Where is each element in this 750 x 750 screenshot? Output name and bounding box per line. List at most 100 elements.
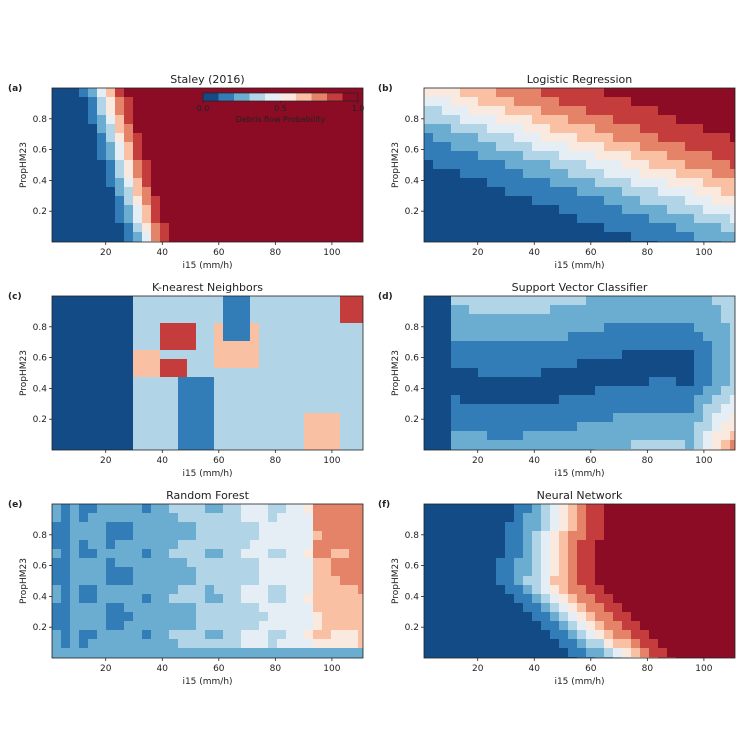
heatmap-cell [505,223,515,233]
heatmap-cell [358,97,363,107]
heatmap-cell [115,151,125,161]
heatmap-cell [523,341,533,351]
heatmap-cell [649,395,659,405]
heatmap-cell [514,558,524,568]
heatmap-cell [133,368,143,378]
heatmap-cell [469,115,479,125]
heatmap-cell [451,404,461,414]
heatmap-cell [358,341,363,351]
heatmap-cell [685,350,695,360]
heatmap-cell [196,621,206,631]
heatmap-cell [721,440,731,450]
heatmap-cell [721,449,731,450]
heatmap-cell [115,350,125,360]
heatmap-cell [331,314,341,324]
heatmap-cell [559,232,569,242]
heatmap-cell [160,133,170,143]
heatmap-cell [451,296,461,306]
heatmap-cell [268,332,278,342]
heatmap-cell [604,449,614,450]
heatmap-cell [595,386,605,396]
heatmap-cell [577,314,587,324]
heatmap-cell [79,368,89,378]
heatmap-cell [88,639,98,649]
heatmap-cell [730,341,735,351]
heatmap-cell [124,377,134,387]
heatmap-cell [568,97,578,107]
heatmap-cell [214,160,224,170]
heatmap-cell [694,449,704,450]
heatmap-cell [313,395,323,405]
heatmap-cell [88,404,98,414]
heatmap-cell [286,585,296,595]
heatmap-cell [631,178,641,188]
heatmap-cell [469,214,479,224]
heatmap-cell [577,187,587,197]
heatmap-cell [106,305,116,315]
heatmap-cell [451,504,461,514]
heatmap-cell [259,106,269,116]
heatmap-cell [568,323,578,333]
heatmap-cell [205,522,215,532]
heatmap-cell [532,657,542,658]
heatmap-cell [505,612,515,622]
heatmap-cell [142,504,152,514]
heatmap-cell [250,657,260,658]
heatmap-cell [469,513,479,523]
heatmap-cell [115,214,125,224]
heatmap-cell [133,549,143,559]
heatmap-cell [586,522,596,532]
heatmap-cell [667,594,677,604]
heatmap-cell [331,305,341,315]
heatmap-cell [97,621,107,631]
heatmap-cell [685,296,695,306]
heatmap-cell [79,549,89,559]
heatmap-cell [523,657,533,658]
heatmap-cell [487,513,497,523]
heatmap-cell [685,531,695,541]
heatmap-cell [151,648,161,658]
heatmap-cell [658,88,668,98]
heatmap-cell [586,196,596,206]
heatmap-cell [496,630,506,640]
heatmap-cell [124,151,134,161]
heatmap-cell [622,639,632,649]
heatmap-cell [658,558,668,568]
heatmap-cell [568,359,578,369]
heatmap-cell [604,558,614,568]
heatmap-cell [97,386,107,396]
heatmap-cell [250,639,260,649]
heatmap-cell [178,314,188,324]
heatmap-cell [52,657,62,658]
heatmap-cell [151,621,161,631]
heatmap-cell [178,612,188,622]
heatmap-cell [322,612,332,622]
heatmap-cell [505,341,515,351]
heatmap-cell [133,585,143,595]
heatmap-cell [577,178,587,188]
heatmap-cell [88,205,98,215]
heatmap-cell [532,440,542,450]
heatmap-cell [340,160,350,170]
heatmap-cell [595,594,605,604]
heatmap-cell [286,431,296,441]
heatmap-cell [115,241,125,242]
heatmap-cell [313,323,323,333]
heatmap-cell [730,214,735,224]
heatmap-cell [340,585,350,595]
heatmap-cell [730,513,735,523]
heatmap-cell [604,522,614,532]
heatmap-cell [478,422,488,432]
heatmap-cell [496,639,506,649]
heatmap-cell [358,232,363,242]
heatmap-cell [169,341,179,351]
heatmap-cell [703,386,713,396]
heatmap-cell [250,603,260,613]
heatmap-cell [559,657,569,658]
heatmap-cell [568,630,578,640]
heatmap-cell [451,567,461,577]
heatmap-cell [250,142,260,152]
heatmap-cell [52,576,62,586]
colorbar-tick-label: 0.5 [274,104,287,113]
heatmap-cell [268,305,278,315]
